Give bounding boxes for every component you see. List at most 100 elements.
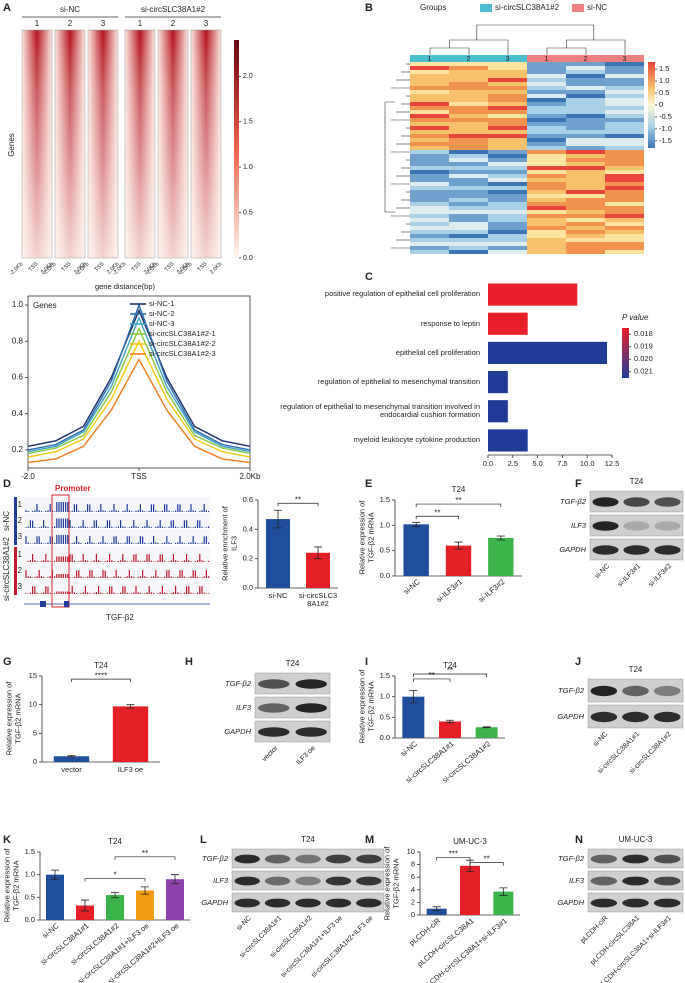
x-label: gene distance(bp)	[95, 282, 156, 291]
error-bar	[412, 521, 421, 527]
heatmap-cell	[605, 218, 644, 222]
significance-label: ****	[95, 671, 107, 680]
heatmap-cell	[566, 202, 605, 206]
track-bg	[24, 563, 210, 578]
track-label: 1	[18, 550, 23, 559]
blot-band	[653, 898, 681, 908]
heatmap-cell	[488, 130, 527, 134]
colorbar-tick-label: 0.0	[243, 255, 253, 262]
x-tick-label: TSS	[28, 261, 40, 273]
x-tick-label: -2.0	[21, 472, 35, 481]
heatmap-cell	[566, 162, 605, 166]
group-bar	[527, 55, 566, 62]
heatmap-cell	[605, 222, 644, 226]
track-label: 1	[18, 500, 23, 509]
blot-column-label: si-ILF3#2	[648, 563, 674, 589]
heatmap-cell	[566, 154, 605, 158]
blot-title: UM-UC-3	[619, 835, 653, 844]
heatmap-cell	[605, 234, 644, 238]
heatmap-cell	[605, 62, 644, 66]
bar	[166, 879, 184, 920]
heatmap-cell	[449, 226, 488, 230]
heatmap-cell	[449, 62, 488, 66]
heatmap-cell	[566, 134, 605, 138]
heatmap-cell	[449, 242, 488, 246]
heatmap-cell	[527, 102, 566, 106]
heatmap-cell	[605, 198, 644, 202]
heatmap-cell	[449, 178, 488, 182]
blot-column-label: si-circSLC38A1#1+ILF3 oe	[280, 915, 344, 979]
heatmap-cell	[449, 246, 488, 250]
significance-label: **	[455, 496, 461, 505]
blot-band	[356, 898, 382, 908]
significance-bracket	[114, 856, 176, 860]
heatmap-cell	[449, 234, 488, 238]
heatmap-cell	[527, 202, 566, 206]
column-label: 1	[138, 19, 143, 28]
exon	[64, 601, 69, 607]
heatmap-cell	[566, 130, 605, 134]
blot-band	[622, 711, 649, 723]
heatmap-cell	[410, 178, 449, 182]
heatmap-cell	[488, 182, 527, 186]
track-bg	[24, 529, 210, 544]
heatmap-cell	[566, 166, 605, 170]
legend-title: Genes	[33, 301, 57, 310]
chart-title: T24	[94, 661, 108, 670]
x-tick-label: TSS	[197, 261, 209, 273]
error-bar	[454, 541, 463, 550]
blot-band	[356, 876, 382, 886]
heatmap-cell	[449, 202, 488, 206]
panel-letter: H	[185, 656, 193, 668]
track-bg	[24, 497, 210, 512]
heatmap-cell	[449, 238, 488, 242]
heatmap-cell	[449, 102, 488, 106]
category-label: response to leptin	[420, 318, 480, 328]
bar	[488, 371, 508, 394]
heatmap-cell	[488, 142, 527, 146]
heatmap-cell	[449, 134, 488, 138]
heatmap-cell	[566, 230, 605, 234]
heatmap-cell	[566, 66, 605, 70]
x-tick-label: 10.0	[580, 459, 595, 468]
heatmap-cell	[566, 90, 605, 94]
dendrogram	[429, 47, 470, 55]
y-label: Relative expression of TGF-β2 mRNA	[382, 846, 401, 920]
panel-letter: J	[575, 656, 581, 668]
heatmap-cell	[605, 110, 644, 114]
blot-row-label: TGF-β2	[558, 854, 585, 863]
heatmap-cell	[449, 210, 488, 214]
track-signal	[25, 535, 210, 544]
heatmap-cell	[488, 102, 527, 106]
heatmap-cell	[488, 86, 527, 90]
heatmap-cell	[566, 226, 605, 230]
bar	[53, 756, 90, 762]
blot-row-label: GAPDH	[557, 712, 584, 721]
heatmap-cell	[488, 170, 527, 174]
blot-band	[622, 898, 649, 908]
heatmap-cell	[488, 110, 527, 114]
heatmap-cell	[605, 226, 644, 230]
dendrogram	[449, 39, 509, 55]
heatmap-cell	[488, 146, 527, 150]
heatmap-cell	[410, 190, 449, 194]
column-label: 3	[101, 19, 106, 28]
heatmap-cell	[410, 134, 449, 138]
heatmap-cell	[605, 246, 644, 250]
heatmap-cell	[449, 190, 488, 194]
heatmap-cell	[566, 174, 605, 178]
heatmap-cell	[449, 186, 488, 190]
heatmap-cell	[605, 162, 644, 166]
heatmap-cell	[449, 194, 488, 198]
heatmap-cell	[527, 142, 566, 146]
blot-row-label: GAPDH	[557, 898, 584, 907]
heatmap-cell	[605, 238, 644, 242]
heatmap-cell	[566, 110, 605, 114]
heatmap-cell	[566, 194, 605, 198]
bar	[460, 865, 480, 915]
heatmap-cell	[410, 154, 449, 158]
blot-band	[592, 521, 619, 531]
blot-row-label: TGF-β2	[202, 854, 229, 863]
panel-letter: F	[575, 478, 582, 490]
